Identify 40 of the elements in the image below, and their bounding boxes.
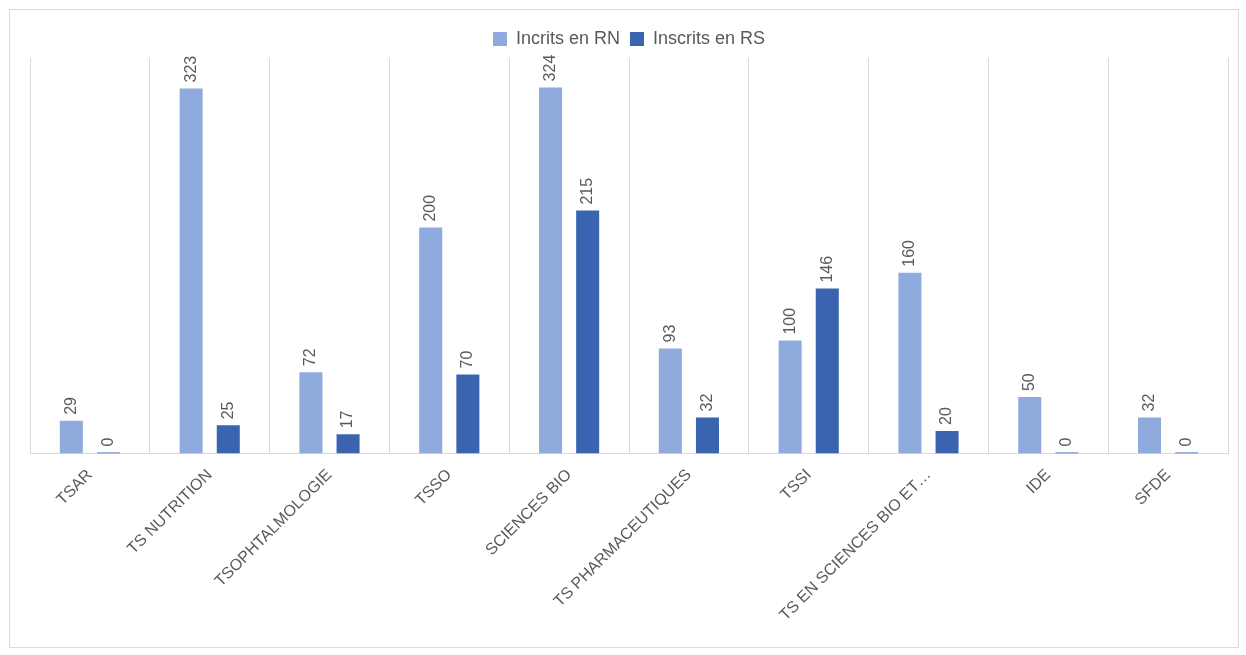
data-label: 32	[1139, 393, 1157, 412]
data-label: 0	[1057, 437, 1075, 447]
bar	[695, 417, 719, 454]
bar	[778, 340, 802, 454]
bar	[1138, 417, 1162, 454]
data-label: 72	[301, 348, 319, 367]
bar	[216, 425, 240, 454]
bar	[59, 420, 83, 454]
data-label: 32	[697, 393, 715, 412]
bar	[658, 348, 682, 454]
data-label: 0	[98, 437, 116, 447]
bar	[1018, 397, 1042, 454]
bar	[935, 430, 959, 454]
data-label: 20	[937, 407, 955, 425]
x-tick-label: IDE	[1022, 465, 1054, 497]
data-label: 200	[421, 194, 439, 222]
bar	[576, 210, 600, 454]
data-label: 0	[1177, 437, 1195, 447]
bar	[419, 227, 443, 454]
data-label: 215	[578, 177, 596, 205]
data-label: 17	[338, 410, 356, 429]
bar	[815, 288, 839, 454]
data-label: 25	[218, 401, 236, 420]
data-label: 160	[900, 239, 918, 267]
data-label: 146	[817, 255, 835, 283]
bar	[299, 372, 323, 454]
legend-label: Incrits en RN	[515, 27, 620, 48]
bar	[539, 87, 563, 454]
data-label: 324	[540, 54, 558, 82]
data-label: 29	[61, 396, 79, 415]
bar	[179, 88, 203, 454]
data-label: 50	[1020, 373, 1038, 392]
data-label: 70	[458, 350, 476, 369]
data-label: 93	[660, 324, 678, 343]
data-label: 323	[181, 55, 199, 83]
bar	[898, 272, 922, 454]
legend-label: Inscrits en RS	[653, 27, 766, 48]
bar	[456, 374, 480, 454]
data-label: 100	[780, 307, 798, 335]
bar	[336, 434, 360, 454]
